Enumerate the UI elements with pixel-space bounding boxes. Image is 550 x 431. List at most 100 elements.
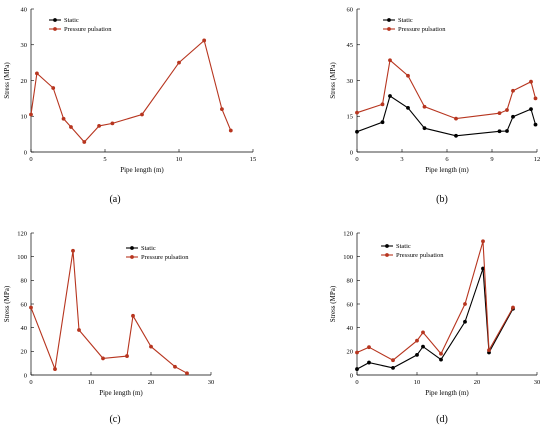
- x-tick-label: 6: [445, 156, 449, 163]
- y-tick-label: 10: [21, 114, 28, 121]
- legend-label: Pressure pulsation: [396, 252, 444, 259]
- y-axis-title: Stress (MPa): [329, 285, 337, 322]
- legend: Static Pressure pulsation: [126, 245, 189, 261]
- data-point: [454, 116, 458, 121]
- series-pressure-pulsation: [355, 239, 515, 363]
- y-tick-label: 0: [350, 149, 353, 156]
- data-point: [533, 96, 538, 101]
- y-axis-title: Stress (MPa): [3, 62, 11, 99]
- legend-label: Static: [398, 17, 413, 24]
- data-point: [422, 104, 427, 109]
- x-tick-label: 30: [534, 379, 541, 386]
- y-tick-label: 45: [347, 42, 354, 49]
- data-point: [421, 344, 425, 349]
- data-point: [355, 367, 359, 371]
- x-tick-label: 5: [103, 156, 106, 163]
- data-point: [511, 88, 515, 93]
- data-point: [454, 133, 458, 138]
- data-point: [177, 60, 181, 65]
- x-tick-label: 12: [534, 156, 541, 163]
- y-tick-label: 120: [17, 230, 27, 237]
- x-tick-label: 10: [88, 379, 95, 386]
- panel-label: (c): [109, 414, 120, 425]
- series-line: [356, 241, 514, 361]
- y-tick-label: 100: [17, 254, 27, 261]
- chart-panel-b: 0 3 6 9 12 0 15 30 45 60 Pipe length (m) Stress (MP…: [329, 6, 540, 205]
- x-tick-label: 20: [474, 379, 481, 386]
- data-point: [97, 124, 101, 128]
- x-tick-label: 0: [355, 379, 358, 386]
- legend-marker: [387, 27, 391, 31]
- data-point: [29, 112, 33, 117]
- data-point: [355, 110, 359, 115]
- y-tick-label: 60: [347, 301, 354, 308]
- legend-marker: [53, 27, 57, 31]
- data-point: [367, 345, 371, 350]
- legend-marker: [387, 18, 391, 22]
- data-point: [415, 352, 419, 357]
- x-tick-label: 10: [414, 379, 421, 386]
- legend-marker: [385, 253, 389, 257]
- data-point: [497, 129, 502, 134]
- data-point: [380, 120, 385, 125]
- x-axis-title: Pipe length (m): [99, 389, 143, 397]
- x-tick-label: 10: [176, 156, 183, 163]
- data-point: [439, 351, 443, 356]
- data-point: [487, 348, 491, 353]
- data-point: [35, 71, 39, 76]
- data-point: [131, 313, 135, 318]
- legend-marker: [130, 246, 134, 250]
- data-point: [421, 330, 425, 335]
- data-point: [439, 357, 443, 362]
- data-point: [481, 239, 485, 244]
- y-tick-label: 40: [21, 325, 28, 332]
- series-line: [356, 268, 514, 370]
- data-point: [71, 248, 75, 253]
- data-point: [391, 366, 395, 370]
- data-point: [511, 305, 515, 310]
- x-tick-label: 9: [490, 156, 493, 163]
- series-line: [356, 95, 537, 137]
- panel-label: (a): [109, 194, 120, 205]
- data-point: [406, 73, 410, 78]
- x-tick-label: 20: [148, 379, 155, 386]
- data-point: [422, 126, 427, 131]
- data-point: [185, 371, 189, 376]
- x-tick-label: 30: [208, 379, 215, 386]
- data-point: [511, 114, 515, 119]
- data-point: [125, 354, 129, 358]
- legend-label: Static: [396, 243, 411, 250]
- data-point: [505, 129, 509, 133]
- legend-marker: [385, 244, 389, 248]
- x-tick-label: 0: [29, 156, 32, 163]
- data-point: [505, 108, 509, 112]
- legend: Static Pressure pulsation: [383, 17, 446, 33]
- y-tick-label: 40: [347, 325, 354, 332]
- y-tick-label: 60: [21, 301, 28, 308]
- y-axis-title: Stress (MPa): [3, 285, 11, 322]
- data-point: [463, 319, 467, 324]
- x-axis-title: Pipe length (m): [120, 166, 164, 174]
- series-pressure-pulsation: [29, 248, 189, 376]
- x-tick-label: 0: [355, 156, 358, 163]
- data-point: [355, 350, 359, 355]
- series-static: [355, 94, 538, 138]
- y-tick-label: 60: [347, 6, 354, 13]
- y-tick-label: 20: [21, 78, 28, 85]
- y-tick-label: 100: [343, 254, 353, 261]
- y-tick-label: 80: [347, 278, 354, 285]
- y-tick-label: 20: [347, 349, 354, 356]
- x-tick-label: 0: [29, 379, 32, 386]
- x-axis-title: Pipe length (m): [425, 166, 469, 174]
- legend-marker: [53, 18, 57, 22]
- data-point: [202, 38, 207, 43]
- data-point: [463, 302, 467, 306]
- data-point: [355, 129, 359, 134]
- legend: Static Pressure pulsation: [49, 17, 112, 33]
- legend-label: Pressure pulsation: [398, 26, 446, 33]
- data-point: [220, 107, 224, 111]
- legend-label: Static: [141, 245, 156, 252]
- y-tick-label: 0: [24, 372, 27, 379]
- legend-marker: [130, 255, 134, 259]
